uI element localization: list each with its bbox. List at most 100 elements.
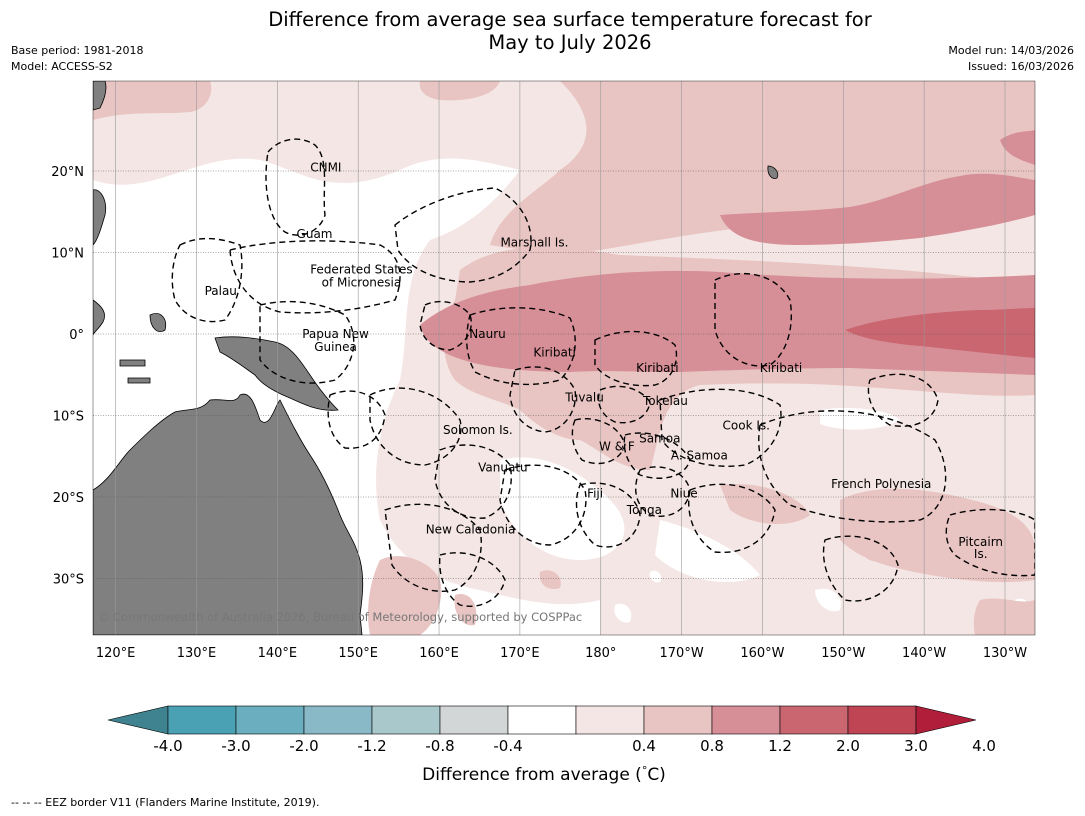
sulawesi-west <box>93 299 105 336</box>
equatorial-strong-band <box>420 270 1035 375</box>
map-title: Difference from average sea surface temp… <box>0 8 1085 54</box>
indonesian-isles-1 <box>119 359 146 367</box>
colorbar-tick-label: 3.0 <box>904 737 928 755</box>
colorbar-bin <box>439 705 509 735</box>
eez-marshall <box>394 187 532 283</box>
region-label: Guinea <box>314 340 357 354</box>
eez-kiribati-central <box>594 330 678 387</box>
region-label: Kiribati <box>533 346 575 360</box>
x-tick-label: 170°E <box>500 646 540 661</box>
eez-cnmi <box>265 138 326 236</box>
eez-french-polynesia <box>758 410 947 523</box>
southeast-warm-patch <box>840 488 1035 583</box>
region-label: Palau <box>205 284 237 298</box>
colorbar-label-text: Difference from average ( <box>422 765 642 785</box>
anomaly-2.0-core <box>845 308 1035 358</box>
eez-borders <box>171 138 1035 607</box>
colorbar-bin <box>643 705 713 735</box>
tasman-warm-patch <box>368 556 442 635</box>
colorbar-bin <box>711 705 781 735</box>
colorbar <box>107 705 977 735</box>
map-frame <box>92 80 1036 636</box>
region-label: A. Samoa <box>671 448 728 462</box>
hawaii <box>767 165 779 179</box>
eez-pitcairn <box>945 508 1035 577</box>
eez-solomon <box>369 387 462 466</box>
y-tick-label: 10°S <box>53 410 84 425</box>
x-tick-label: 170°W <box>660 646 704 661</box>
eez-niue <box>634 466 691 517</box>
small-warm-patch-5 <box>973 598 1035 635</box>
x-tick-label: 160°E <box>419 646 459 661</box>
colorbar-tick-label: 4.0 <box>972 737 996 755</box>
fiji-neutral-area <box>500 457 625 560</box>
small-warm-patch-2 <box>859 537 888 562</box>
eez-png <box>259 300 355 384</box>
region-label: Vanuatu <box>478 461 528 475</box>
eez-palau <box>171 237 243 323</box>
region-label: Tonga <box>626 503 662 517</box>
region-label: Federated States <box>310 263 412 277</box>
colorbar-label: Difference from average (°C) <box>422 764 666 785</box>
colorbar-tick-label: 1.2 <box>768 737 792 755</box>
colorbar-bin <box>371 705 441 735</box>
y-tick-label: 10°N <box>51 247 84 262</box>
colorbar-tick-label: -3.0 <box>221 737 250 755</box>
y-tick-label: 20°N <box>51 165 84 180</box>
eez-kiribati-west <box>466 307 576 386</box>
colorbar-bin <box>235 705 305 735</box>
x-axis-ticks: 120°E 130°E 140°E 150°E 160°E 170°E 180° 170°W 1… <box>96 646 1027 661</box>
australia <box>93 393 364 635</box>
eez-micronesia <box>229 240 401 314</box>
colorbar-tick-label: -4.0 <box>153 737 182 755</box>
footnote-eez: -- -- -- EEZ border V11 (Flanders Marine… <box>11 796 320 809</box>
eez-vanuatu <box>434 444 512 519</box>
indonesian-isles-2 <box>127 377 151 384</box>
colorbar-bin <box>575 705 645 735</box>
region-label: Tuvalu <box>564 391 604 405</box>
south-pacific-warm-patch <box>720 484 810 525</box>
region-label: New Caledonia <box>426 523 516 537</box>
anomaly-1.2-areas <box>420 130 1035 375</box>
region-label: Nauru <box>469 327 505 341</box>
colorbar-tick-label: 0.4 <box>632 737 656 755</box>
eez-austral <box>822 535 899 602</box>
x-tick-label: 140°W <box>902 646 946 661</box>
y-tick-label: 0° <box>69 328 84 343</box>
south-neutral-4 <box>649 570 662 583</box>
eez-tokelau <box>597 385 651 424</box>
region-label: of Micronesia <box>322 276 402 290</box>
region-label: Solomon Is. <box>443 423 513 437</box>
colorbar-tick-label: 0.8 <box>700 737 724 755</box>
region-label: Pitcairn <box>958 535 1003 549</box>
northwest-warm-patch <box>93 81 212 120</box>
title-line-2: May to July 2026 <box>488 31 652 54</box>
colorbar-tick-label: -1.2 <box>357 737 386 755</box>
region-label: W & F <box>599 439 635 453</box>
eez-new-caledonia <box>384 503 482 592</box>
x-tick-label: 120°E <box>96 646 136 661</box>
region-label: Samoa <box>639 431 680 445</box>
halmahera <box>149 313 167 332</box>
eez-png-east <box>327 390 386 449</box>
northeast-strong-patch <box>1000 130 1035 165</box>
meta-left: Base period: 1981-2018 Model: ACCESS-S2 <box>11 43 143 75</box>
meta-right: Model run: 14/03/2026 Issued: 16/03/2026 <box>948 43 1074 75</box>
colorbar-tick-label: -2.0 <box>289 737 318 755</box>
x-tick-label: 180° <box>585 646 616 661</box>
y-axis-ticks: 20°N 10°N 0° 10°S 20°S 30°S <box>51 165 84 588</box>
south-neutral-2 <box>614 603 632 623</box>
asia-mainland <box>93 81 107 111</box>
region-label: Marshall Is. <box>500 236 568 250</box>
x-tick-label: 150°W <box>821 646 865 661</box>
issued-date: Issued: 16/03/2026 <box>967 60 1074 73</box>
colorbar-label-unit: C) <box>647 765 666 785</box>
title-line-1: Difference from average sea surface temp… <box>268 8 872 31</box>
x-tick-label: 140°E <box>258 646 298 661</box>
eez-samoa <box>571 418 626 465</box>
x-tick-label: 150°E <box>338 646 378 661</box>
x-tick-label: 160°W <box>740 646 784 661</box>
taiwan-philippines <box>93 189 107 246</box>
